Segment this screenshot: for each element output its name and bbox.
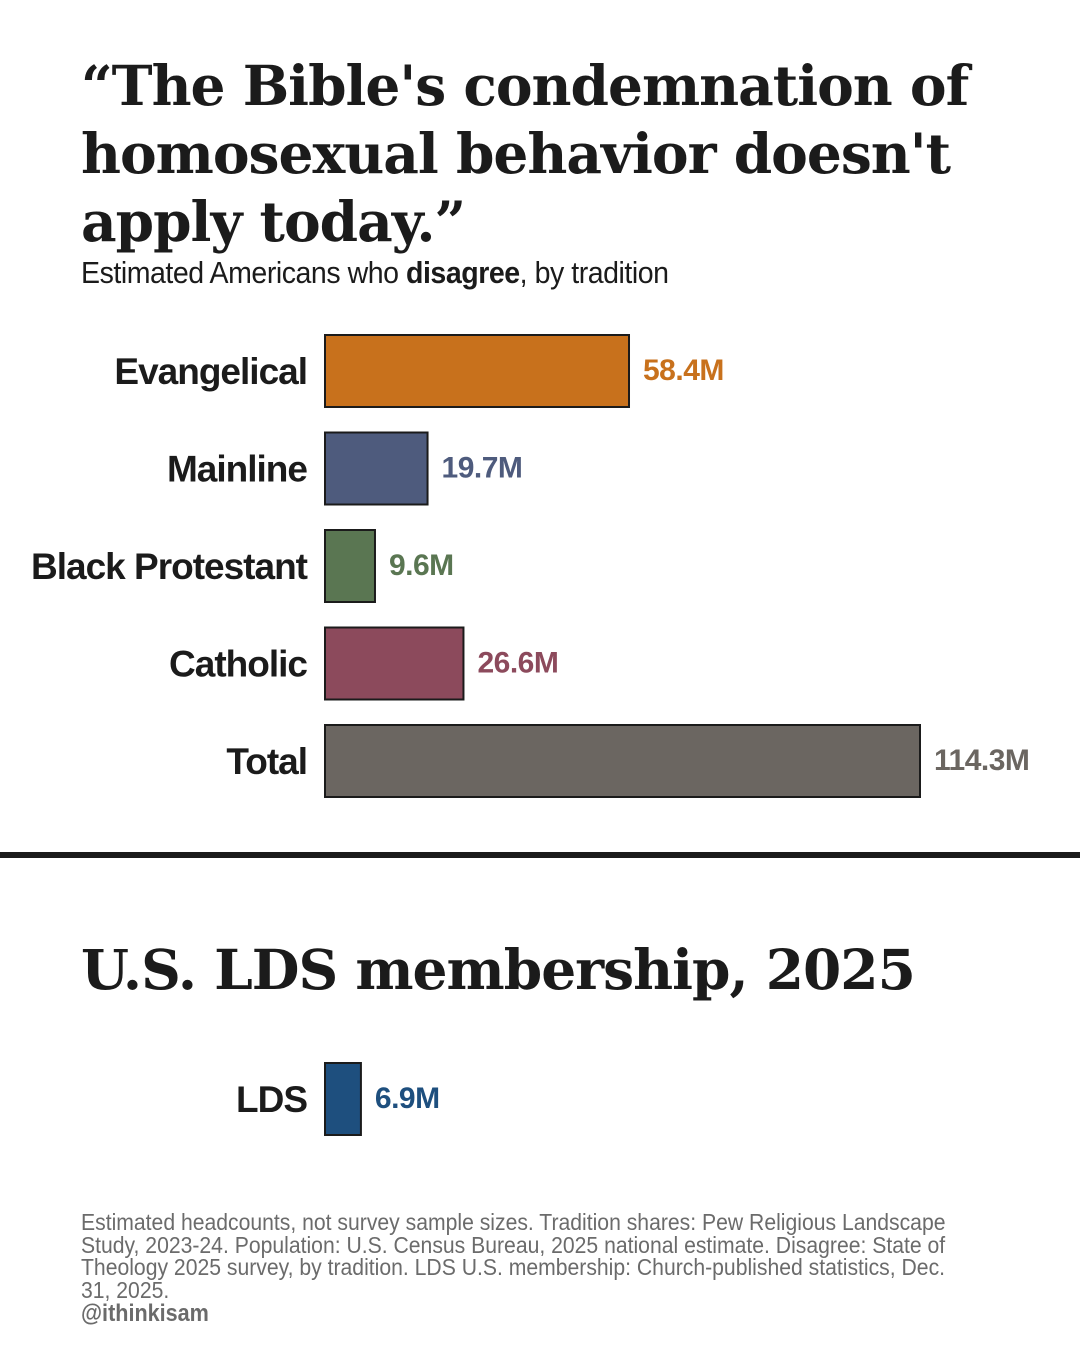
category-label-catholic: Catholic xyxy=(169,644,307,685)
subtitle-text-end: , by tradition xyxy=(519,255,669,290)
value-label-evangelical: 58.4M xyxy=(643,354,724,387)
tradition-bar-chart: Evangelical 58.4M Mainline 19.7M Black Prote… xyxy=(31,334,1030,798)
category-label-evangelical: Evangelical xyxy=(114,351,307,392)
bar-catholic xyxy=(324,626,465,701)
author-handle: @ithinkisam xyxy=(81,1300,209,1327)
category-label-total: Total xyxy=(226,741,307,782)
lds-chart-title: U.S. LDS membership, 2025 xyxy=(81,937,916,1002)
value-label-total: 114.3M xyxy=(934,744,1029,777)
category-label-lds: LDS xyxy=(236,1079,307,1120)
bar-black-protestant xyxy=(324,529,376,603)
lds-bar-chart: LDS 6.9M xyxy=(236,1062,440,1136)
chart-subtitle: Estimated Americans who disagree, by tra… xyxy=(81,255,669,291)
bar-mainline xyxy=(324,431,429,506)
value-label-catholic: 26.6M xyxy=(477,647,558,680)
bar-total xyxy=(324,724,921,798)
value-label-black-protestant: 9.6M xyxy=(389,549,454,582)
subtitle-text-start: Estimated Americans who xyxy=(81,255,407,290)
chart-title: “The Bible's condemnation of homosexual … xyxy=(81,53,969,254)
category-label-black-protestant: Black Protestant xyxy=(31,546,308,587)
section-divider xyxy=(0,852,1080,858)
bar-lds xyxy=(324,1062,362,1136)
value-label-lds: 6.9M xyxy=(375,1082,440,1115)
source-footnote: Estimated headcounts, not survey sample … xyxy=(81,1209,946,1303)
subtitle-emphasis: disagree xyxy=(406,255,520,290)
value-label-mainline: 19.7M xyxy=(442,452,523,485)
bar-evangelical xyxy=(324,334,631,408)
category-label-mainline: Mainline xyxy=(167,449,307,490)
